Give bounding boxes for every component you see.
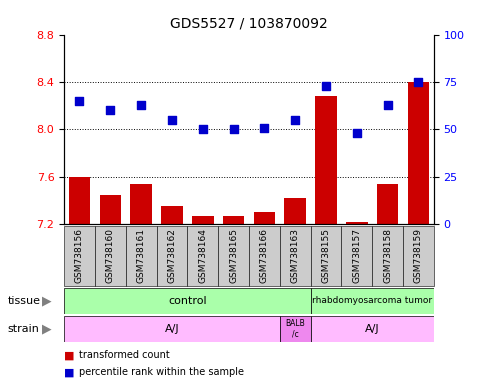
Text: ▶: ▶	[42, 294, 52, 307]
Bar	[253, 212, 275, 384]
Bar	[126, 226, 157, 286]
Text: percentile rank within the sample: percentile rank within the sample	[79, 367, 244, 377]
Bar	[311, 288, 434, 314]
Bar	[346, 222, 368, 384]
Bar	[187, 226, 218, 286]
Text: GSM738163: GSM738163	[291, 228, 300, 283]
Text: GSM738155: GSM738155	[321, 228, 330, 283]
Bar	[280, 316, 311, 342]
Bar	[372, 226, 403, 286]
Point	[137, 102, 145, 108]
Text: GSM738161: GSM738161	[137, 228, 145, 283]
Bar	[223, 216, 245, 384]
Text: GSM738162: GSM738162	[168, 228, 176, 283]
Point	[75, 98, 83, 104]
Bar	[64, 316, 280, 342]
Text: ■: ■	[64, 350, 74, 360]
Text: GSM738165: GSM738165	[229, 228, 238, 283]
Point	[230, 126, 238, 132]
Point	[106, 108, 114, 114]
Bar	[311, 316, 434, 342]
Text: ▶: ▶	[42, 322, 52, 335]
Bar	[249, 226, 280, 286]
Bar	[408, 82, 429, 384]
Text: transformed count: transformed count	[79, 350, 170, 360]
Text: GSM738159: GSM738159	[414, 228, 423, 283]
Text: A/J: A/J	[165, 324, 179, 334]
Bar	[284, 198, 306, 384]
Bar	[377, 184, 398, 384]
Text: strain: strain	[7, 324, 39, 334]
Point	[199, 126, 207, 132]
Bar	[311, 226, 341, 286]
Text: GSM738158: GSM738158	[383, 228, 392, 283]
Point	[168, 117, 176, 123]
Bar	[161, 207, 183, 384]
Bar	[95, 226, 126, 286]
Bar	[157, 226, 187, 286]
Text: GSM738166: GSM738166	[260, 228, 269, 283]
Point	[260, 124, 268, 131]
Bar	[130, 184, 152, 384]
Text: ■: ■	[64, 367, 74, 377]
Text: tissue: tissue	[7, 296, 40, 306]
Bar	[341, 226, 372, 286]
Text: BALB
/c: BALB /c	[285, 319, 305, 338]
Text: GSM738164: GSM738164	[198, 228, 207, 283]
Bar	[280, 226, 311, 286]
Bar	[403, 226, 434, 286]
Bar	[192, 216, 213, 384]
Point	[415, 79, 423, 85]
Bar	[64, 288, 311, 314]
Text: GSM738160: GSM738160	[106, 228, 115, 283]
Point	[322, 83, 330, 89]
Bar	[100, 195, 121, 384]
Point	[384, 102, 391, 108]
Point	[353, 130, 361, 136]
Point	[291, 117, 299, 123]
Bar	[218, 226, 249, 286]
Bar	[315, 96, 337, 384]
Bar	[69, 177, 90, 384]
Text: GDS5527 / 103870092: GDS5527 / 103870092	[170, 17, 328, 31]
Text: GSM738156: GSM738156	[75, 228, 84, 283]
Text: control: control	[168, 296, 207, 306]
Text: GSM738157: GSM738157	[352, 228, 361, 283]
Bar	[64, 226, 95, 286]
Text: A/J: A/J	[365, 324, 380, 334]
Text: rhabdomyosarcoma tumor: rhabdomyosarcoma tumor	[312, 296, 432, 305]
